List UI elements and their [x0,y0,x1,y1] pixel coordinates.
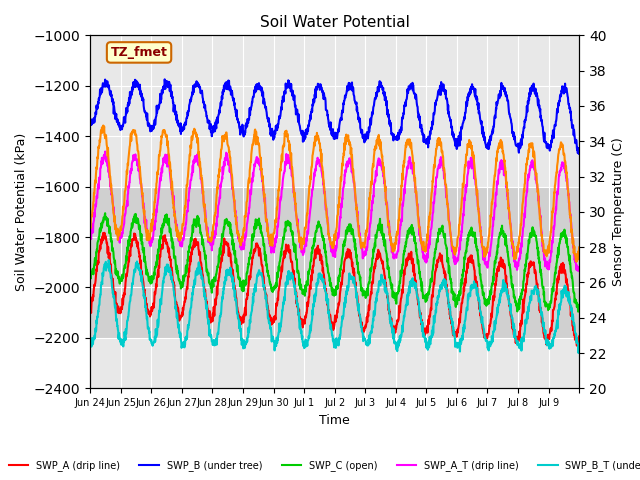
Line: SWP_A_T (drip line): SWP_A_T (drip line) [90,152,579,271]
SWP_A (drip line) [575,334,583,339]
SWP_A_T (drip line) [312,162,320,168]
SWP_A (drip line) [450,333,458,338]
SWP_B_T (under tree) [105,257,113,263]
SWP_B_T (under tree) [163,262,171,267]
Bar [90,187,579,338]
Line: SWP_C (open): SWP_C (open) [90,213,579,312]
SWP_C (open) [163,220,171,226]
SWP_A (drip line) [86,304,94,310]
SWP_C_T (open) [312,133,320,139]
SWP_B_T (under tree) [312,287,320,292]
SWP_C_T (open) [522,170,529,176]
SWP_B (under tree) [575,151,583,156]
SWP_A (drip line) [569,324,577,330]
SWP_A_T (drip line) [522,204,529,210]
SWP_A_T (drip line) [569,237,577,242]
SWP_B (under tree) [86,120,94,126]
SWP_A (drip line) [322,288,330,294]
Title: Soil Water Potential: Soil Water Potential [260,15,410,30]
SWP_A (drip line) [522,291,529,297]
SWP_B (under tree) [312,87,320,93]
SWP_C (open) [101,210,109,216]
SWP_C_T (open) [575,244,583,250]
SWP_B (under tree) [322,98,330,104]
SWP_B_T (under tree) [522,320,529,326]
SWP_C (open) [522,265,529,271]
SWP_A_T (drip line) [322,204,330,210]
SWP_C (open) [569,285,577,291]
Text: TZ_fmet: TZ_fmet [111,46,168,59]
SWP_B_T (under tree) [569,313,577,319]
SWP_A_T (drip line) [86,232,94,238]
SWP_C_T (open) [569,236,577,241]
SWP_B_T (under tree) [575,345,583,350]
SWP_B (under tree) [522,117,529,123]
SWP_A_T (drip line) [101,149,109,155]
SWP_C_T (open) [86,224,94,229]
SWP_A (drip line) [163,240,171,245]
SWP_B_T (under tree) [575,350,582,356]
SWP_A (drip line) [573,343,580,348]
SWP_C_T (open) [450,244,458,250]
Y-axis label: Soil Water Potential (kPa): Soil Water Potential (kPa) [15,132,28,291]
X-axis label: Time: Time [319,414,350,427]
SWP_C (open) [312,229,320,235]
SWP_B_T (under tree) [86,337,94,343]
SWP_C (open) [86,274,94,280]
SWP_B_T (under tree) [322,289,330,295]
SWP_C_T (open) [99,122,107,128]
Line: SWP_C_T (open): SWP_C_T (open) [90,125,579,262]
SWP_B_T (under tree) [450,332,458,337]
SWP_C (open) [450,297,458,303]
Line: SWP_B_T (under tree): SWP_B_T (under tree) [90,260,579,353]
SWP_B (under tree) [161,76,168,82]
SWP_A_T (drip line) [450,255,458,261]
SWP_A_T (drip line) [575,264,583,270]
Legend: SWP_A (drip line), SWP_B (under tree), SWP_C (open), SWP_A_T (drip line), SWP_B_: SWP_A (drip line), SWP_B (under tree), S… [5,456,640,475]
SWP_A (drip line) [312,251,320,257]
SWP_A_T (drip line) [163,155,171,161]
Line: SWP_B (under tree): SWP_B (under tree) [90,79,579,154]
SWP_C_T (open) [573,259,580,264]
SWP_C (open) [322,248,330,254]
SWP_C_T (open) [163,134,171,140]
SWP_B (under tree) [163,81,171,86]
SWP_B (under tree) [450,131,458,137]
SWP_A_T (drip line) [574,268,582,274]
SWP_C (open) [574,309,582,314]
SWP_C (open) [575,305,583,311]
SWP_A (drip line) [100,230,108,236]
Y-axis label: Sensor Temperature (C): Sensor Temperature (C) [612,137,625,286]
Line: SWP_A (drip line): SWP_A (drip line) [90,233,579,346]
SWP_B (under tree) [569,122,577,128]
SWP_C_T (open) [322,201,330,206]
